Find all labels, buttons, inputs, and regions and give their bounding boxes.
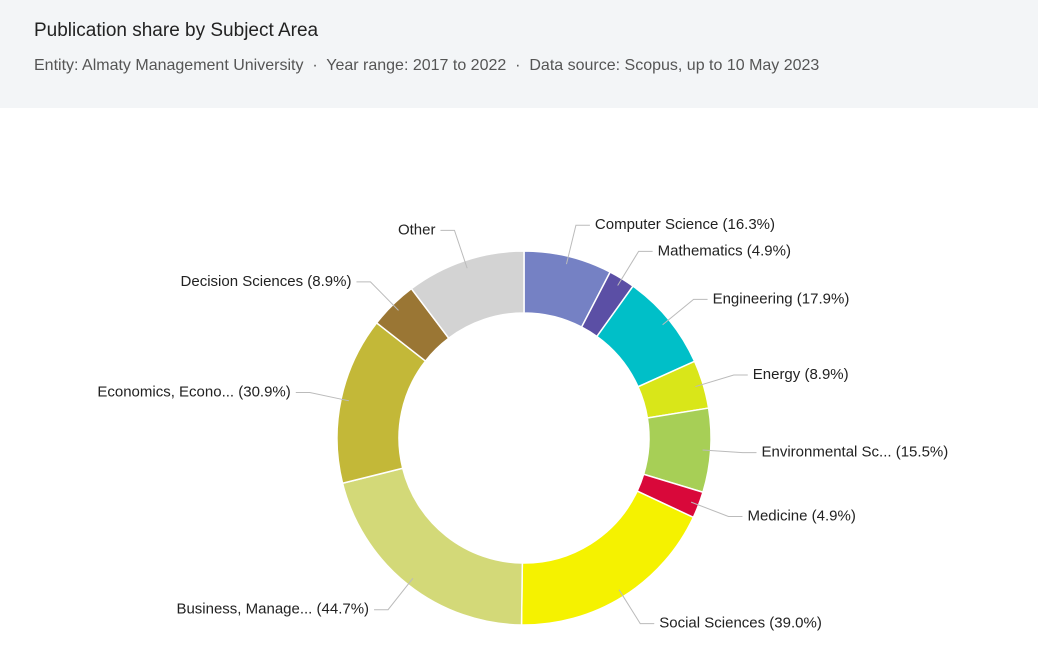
- slice-label: Engineering (17.9%): [713, 290, 850, 307]
- slice-label: Decision Sciences (8.9%): [181, 273, 352, 290]
- leader-line: [440, 229, 468, 269]
- donut-slice: [341, 467, 524, 626]
- donut-slice: [520, 490, 695, 626]
- leader-line: [617, 250, 653, 286]
- chart-subtitle: Entity: Almaty Management University · Y…: [34, 57, 820, 74]
- leader-line: [374, 578, 414, 611]
- slice-label: Business, Manage... (44.7%): [176, 601, 369, 618]
- leader-line: [695, 374, 748, 388]
- leader-line: [565, 224, 590, 265]
- leader-line: [295, 391, 350, 402]
- donut-slice: [410, 250, 525, 340]
- slice-label: Social Sciences (39.0%): [659, 615, 822, 632]
- slice-label: Mathematics (4.9%): [658, 242, 791, 259]
- slice-label: Other: [398, 221, 436, 238]
- leader-line: [690, 501, 743, 517]
- slice-label: Environmental Sc... (15.5%): [762, 444, 949, 461]
- leader-line: [356, 281, 399, 311]
- slice-label: Energy (8.9%): [753, 366, 849, 383]
- leader-line: [662, 298, 708, 326]
- header: Publication share by Subject Area Entity…: [0, 0, 1038, 108]
- leader-line: [702, 449, 757, 454]
- leader-line: [618, 589, 655, 625]
- slice-label: Computer Science (16.3%): [595, 216, 775, 233]
- slice-label: Economics, Econo... (30.9%): [97, 383, 290, 400]
- slice-label: Medicine (4.9%): [747, 507, 855, 524]
- chart-title: Publication share by Subject Area: [34, 20, 319, 41]
